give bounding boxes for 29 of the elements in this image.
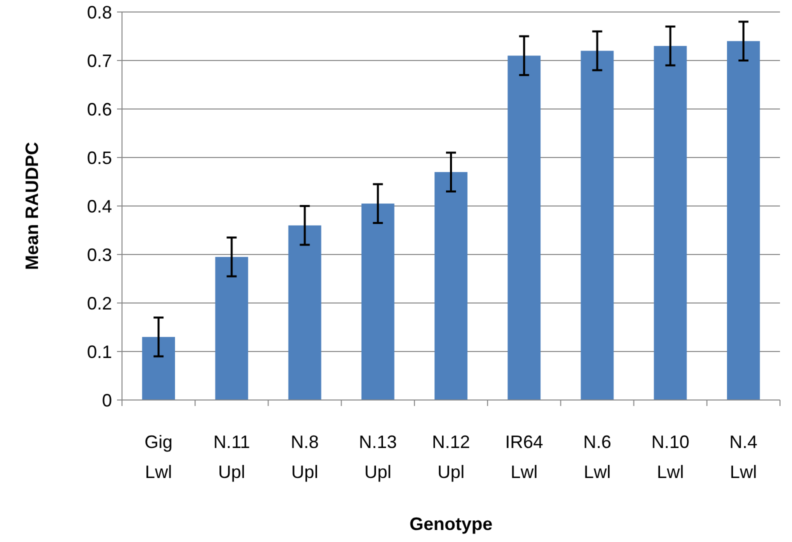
- y-tick-label: 0.8: [86, 2, 112, 22]
- x-tick-label: N.8 Upl: [290, 432, 319, 482]
- x-tick-label: N.10 Lwl: [651, 432, 690, 482]
- y-tick-label: 0.2: [86, 293, 112, 314]
- bar: [654, 46, 687, 400]
- bar: [580, 50, 614, 400]
- x-tick-label: N.11 Upl: [213, 432, 250, 482]
- x-tick-label: N.13 Upl: [358, 432, 397, 482]
- y-tick-label: 0.7: [86, 50, 112, 71]
- x-tick-label: N.12 Upl: [432, 432, 470, 482]
- bar: [434, 172, 468, 400]
- x-tick-label: N.4 Lwl: [729, 432, 758, 482]
- x-tick-label: Gig Lwl: [144, 432, 173, 482]
- y-tick-label: 0.4: [86, 196, 112, 216]
- bar: [361, 204, 394, 400]
- x-tick-label: IR64 Lwl: [505, 432, 544, 482]
- bar: [142, 336, 176, 400]
- y-tick-label: 0: [102, 390, 112, 410]
- bar: [215, 256, 248, 400]
- x-tick-label: N.6 Lwl: [583, 432, 612, 482]
- bar: [726, 41, 760, 400]
- x-axis-title: Genotype: [409, 514, 493, 534]
- y-tick-label: 0.1: [86, 342, 112, 362]
- y-tick-label: 0.3: [86, 244, 112, 265]
- bar: [288, 225, 322, 400]
- y-tick-label: 0.6: [86, 99, 112, 120]
- y-axis-title: Mean RAUDPC: [22, 142, 42, 270]
- bar: [508, 56, 541, 400]
- y-tick-label: 0.5: [86, 148, 112, 168]
